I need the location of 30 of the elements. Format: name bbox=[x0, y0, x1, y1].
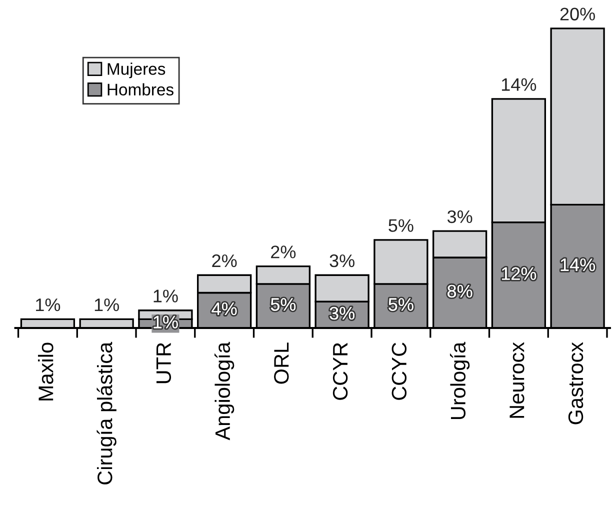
data-label: 1% bbox=[154, 290, 178, 302]
x-tick-label: ORL bbox=[274, 342, 289, 384]
data-label: 2% bbox=[212, 254, 237, 268]
legend-label: Hombres bbox=[108, 83, 174, 96]
data-label: 3% bbox=[330, 254, 354, 268]
data-label: 1% bbox=[154, 316, 178, 328]
data-label: 20% bbox=[560, 8, 595, 20]
data-label: 14% bbox=[560, 258, 595, 272]
x-tick-label: Maxilo bbox=[38, 342, 54, 400]
x-tick-label: UTR bbox=[156, 342, 172, 384]
data-label: 1% bbox=[36, 298, 60, 312]
data-label: 3% bbox=[447, 210, 472, 224]
x-tick-label: CCYR bbox=[332, 342, 348, 400]
data-label: 12% bbox=[502, 267, 536, 280]
data-label: 8% bbox=[448, 284, 472, 298]
x-tick-label: Urología bbox=[450, 342, 470, 420]
x-tick-label: Angiología bbox=[214, 342, 234, 440]
x-tick-label: Gastrocx bbox=[568, 342, 584, 424]
x-tick-label: Neurocx bbox=[510, 342, 524, 418]
data-label: 2% bbox=[271, 246, 296, 258]
data-label: 3% bbox=[330, 306, 354, 320]
x-tick-label: Cirugía plástica bbox=[96, 342, 116, 484]
data-label: 5% bbox=[388, 298, 414, 311]
data-label: 4% bbox=[212, 302, 237, 316]
data-label: 5% bbox=[270, 298, 296, 311]
data-label: 5% bbox=[388, 219, 414, 232]
legend-label: Mujeres bbox=[108, 62, 166, 78]
data-label: 1% bbox=[94, 298, 119, 312]
data-label: 14% bbox=[502, 78, 536, 91]
x-tick-label: CCYC bbox=[392, 342, 407, 400]
